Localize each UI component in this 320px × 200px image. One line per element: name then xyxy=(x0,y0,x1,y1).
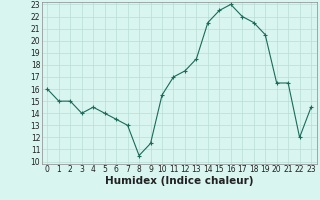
X-axis label: Humidex (Indice chaleur): Humidex (Indice chaleur) xyxy=(105,176,253,186)
